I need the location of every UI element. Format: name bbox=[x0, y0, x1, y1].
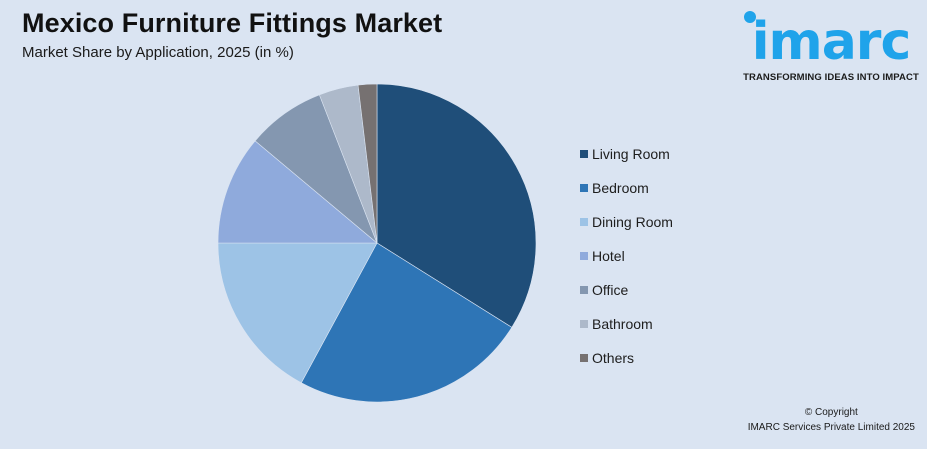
chart-legend: Living Room Bedroom Dining Room Hotel Of… bbox=[580, 137, 673, 375]
legend-swatch bbox=[580, 184, 588, 192]
imarc-logo: imarc TRANSFORMING IDEAS INTO IMPACT bbox=[740, 6, 922, 86]
legend-item-others: Others bbox=[580, 341, 673, 375]
pie-slice-living-room bbox=[376, 83, 537, 328]
legend-item-dining-room: Dining Room bbox=[580, 205, 673, 239]
logo-dot-icon bbox=[744, 11, 756, 23]
pie-slices bbox=[217, 83, 537, 403]
pie-slice-hotel bbox=[217, 140, 378, 244]
legend-item-bathroom: Bathroom bbox=[580, 307, 673, 341]
legend-item-bedroom: Bedroom bbox=[580, 171, 673, 205]
logo-wordmark: imarc bbox=[751, 12, 912, 72]
logo-tagline: TRANSFORMING IDEAS INTO IMPACT bbox=[743, 72, 919, 83]
chart-subtitle: Market Share by Application, 2025 (in %) bbox=[22, 44, 294, 61]
legend-swatch bbox=[580, 320, 588, 328]
legend-item-living-room: Living Room bbox=[580, 137, 673, 171]
legend-swatch bbox=[580, 218, 588, 226]
pie-slice-others bbox=[357, 83, 378, 244]
legend-item-hotel: Hotel bbox=[580, 239, 673, 273]
pie-slice-bedroom bbox=[300, 242, 513, 403]
legend-swatch bbox=[580, 252, 588, 260]
chart-title: Mexico Furniture Fittings Market bbox=[22, 8, 443, 38]
legend-swatch bbox=[580, 150, 588, 158]
legend-item-office: Office bbox=[580, 273, 673, 307]
pie-slice-dining-room bbox=[217, 242, 378, 384]
legend-swatch bbox=[580, 354, 588, 362]
copyright-notice: © Copyright IMARC Services Private Limit… bbox=[747, 407, 915, 433]
legend-swatch bbox=[580, 286, 588, 294]
